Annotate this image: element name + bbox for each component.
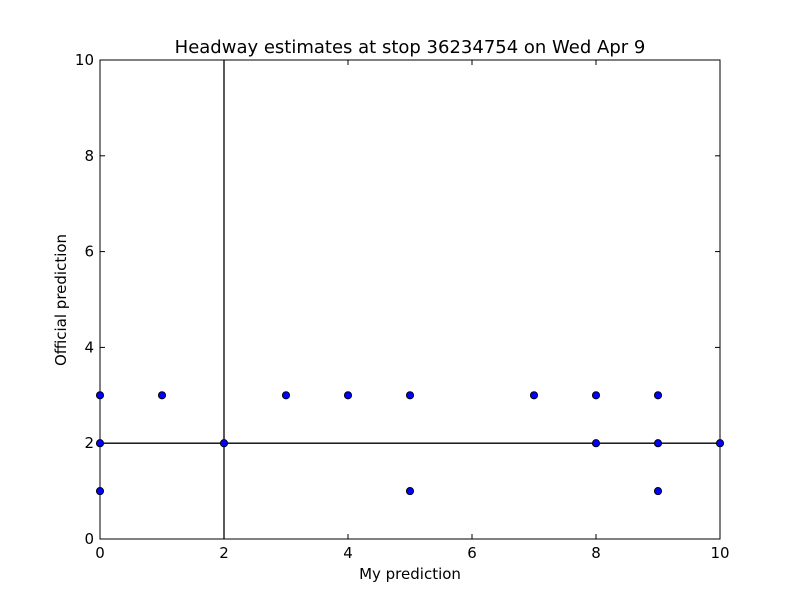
data-point-14: [653, 487, 663, 496]
y-tick-label-4: 8: [84, 147, 94, 165]
y-tick-label-3: 6: [84, 243, 94, 261]
x-tick-label-5: 10: [710, 544, 729, 562]
data-point-13: [653, 439, 663, 448]
data-point-4: [219, 439, 229, 448]
plot-frame: [99, 59, 721, 540]
y-tick-label-1: 2: [84, 434, 94, 452]
data-point-15: [715, 439, 725, 448]
data-point-1: [95, 439, 105, 448]
x-tick-label-0: 0: [95, 544, 105, 562]
plot-area: 0 2 4 6 8 10 0 2 4 6 8 10: [75, 51, 730, 562]
x-axis-label: My prediction: [359, 565, 461, 583]
data-point-11: [591, 439, 601, 448]
x-tick-label-4: 8: [591, 544, 601, 562]
data-point-2: [95, 487, 105, 496]
data-point-10: [591, 391, 601, 400]
y-tick-label-0: 0: [84, 530, 94, 548]
data-point-6: [343, 391, 353, 400]
y-axis-label: Official prediction: [52, 234, 70, 366]
y-tick-label-2: 4: [84, 338, 94, 356]
data-point-9: [529, 391, 539, 400]
x-tick-label-1: 2: [219, 544, 229, 562]
data-point-3: [157, 391, 167, 400]
y-tick-label-5: 10: [75, 51, 94, 69]
data-point-7: [405, 391, 415, 400]
data-point-8: [405, 487, 415, 496]
data-point-5: [281, 391, 291, 400]
data-point-0: [95, 391, 105, 400]
x-tick-label-3: 6: [467, 544, 477, 562]
x-tick-label-2: 4: [343, 544, 353, 562]
data-point-12: [653, 391, 663, 400]
chart-title: Headway estimates at stop 36234754 on We…: [175, 37, 646, 58]
